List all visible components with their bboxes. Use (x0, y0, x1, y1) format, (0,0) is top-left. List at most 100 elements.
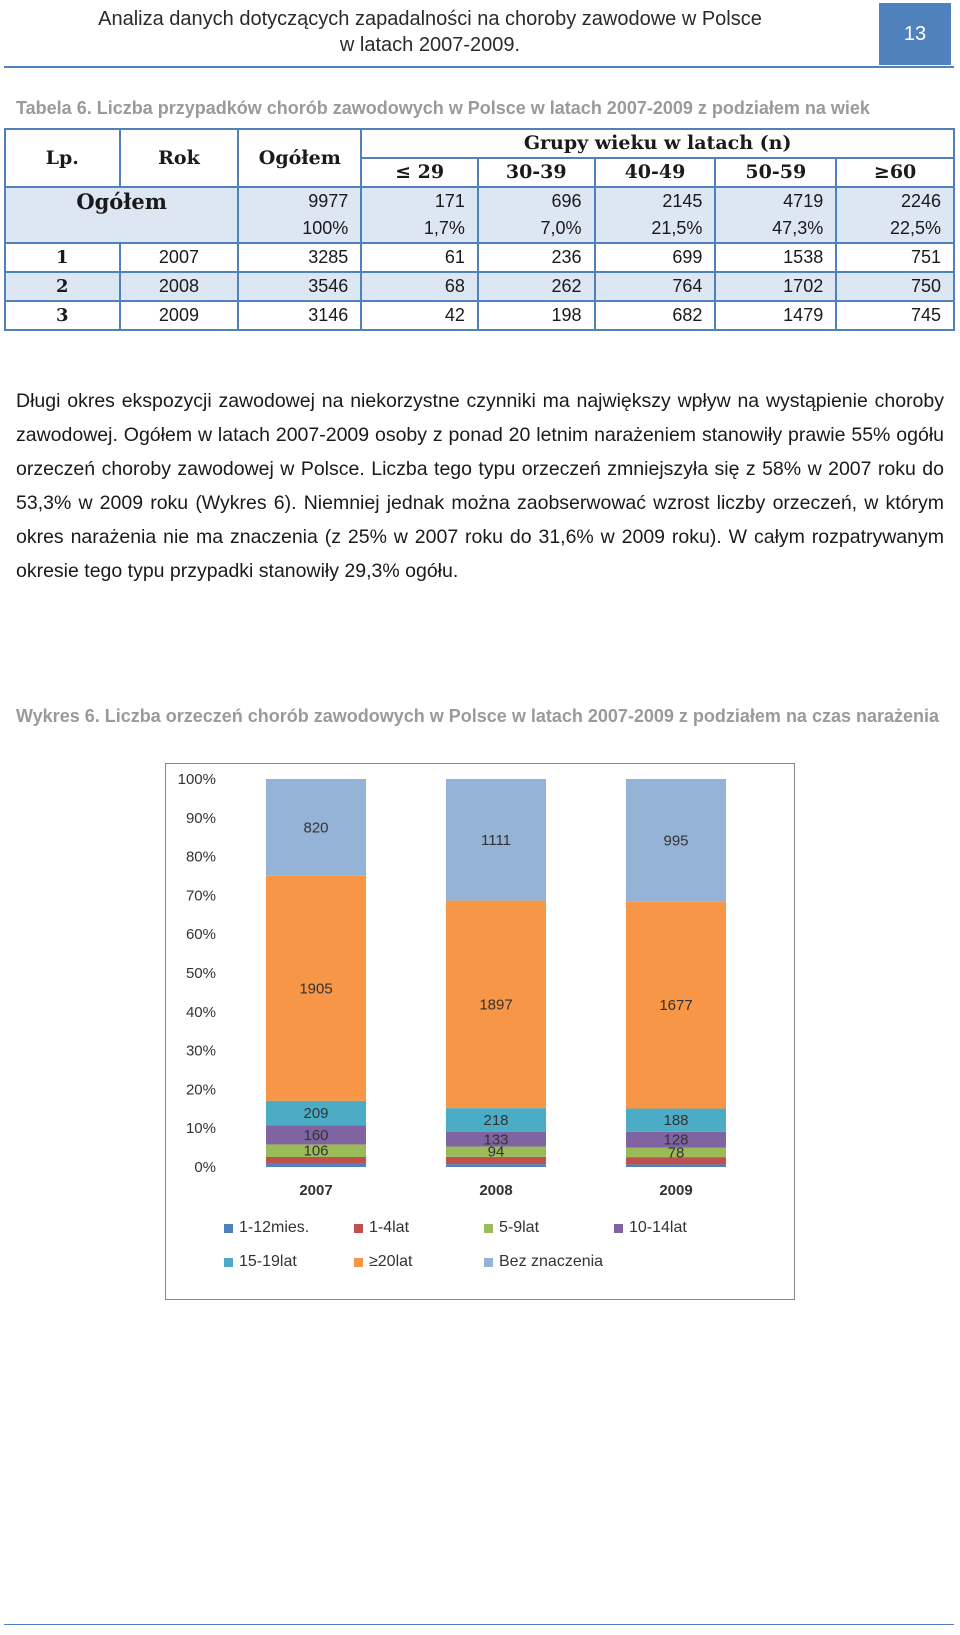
y-tick-label: 90% (186, 810, 216, 827)
cell-rok: 2007 (118, 242, 240, 273)
legend-item: 1-4lat (354, 1219, 409, 1237)
total-label: Ogółem (3, 186, 240, 244)
legend-label: ≥20lat (369, 1253, 413, 1270)
bar-segment (446, 1164, 546, 1167)
cell-value: 198 (476, 300, 596, 331)
legend-swatch (354, 1223, 363, 1233)
y-tick-label: 20% (186, 1081, 216, 1098)
bar-segment (446, 1156, 546, 1165)
cell-percent: 21,5% (651, 218, 703, 238)
cell-lp: 2 (4, 271, 121, 302)
cell-value: 2246 (900, 191, 941, 211)
y-tick-label: 80% (186, 849, 216, 866)
legend-swatch (224, 1257, 233, 1267)
total-group: 171 1,7% (360, 186, 479, 244)
data-label: 995 (663, 832, 688, 849)
data-label: 188 (663, 1112, 688, 1129)
cell-percent: 22,5% (889, 218, 941, 238)
table-row: 3 2009 3146 42 198 682 1479 745 (4, 300, 955, 331)
legend-item: 1-12mies. (224, 1219, 309, 1237)
cell-value: 171 (434, 191, 465, 211)
data-label: 1905 (299, 980, 332, 997)
cell-value: 764 (593, 271, 717, 302)
cell-value: 1479 (714, 300, 838, 331)
bar-segment (266, 1100, 366, 1126)
cell-ogolem: 3285 (237, 242, 363, 273)
cell-percent: 7,0% (540, 218, 582, 238)
data-label: 209 (303, 1105, 328, 1122)
total-group: 696 7,0% (476, 186, 596, 244)
chart-frame: 0% 10% 20% 30% 40% 50% 60% 70% 80% 90% 100% 106 160 2… (165, 763, 795, 1300)
bar-segment (266, 1144, 366, 1157)
col-header-ogolem: Ogółem (237, 128, 363, 188)
y-tick-label: 70% (186, 887, 216, 904)
bar-segment (266, 1125, 366, 1145)
bar-segment (626, 1157, 726, 1165)
cell-value: 61 (360, 242, 479, 273)
y-tick-label: 0% (194, 1159, 216, 1176)
cell-ogolem: 3146 (237, 300, 363, 331)
col-header-lp: Lp. (4, 128, 121, 188)
cell-percent: 1,7% (423, 218, 465, 238)
header-title-line1: Analiza danych dotyczących zapadalności … (98, 8, 762, 30)
data-label: 1897 (479, 996, 512, 1013)
bar-segment (266, 779, 366, 876)
body-paragraph: Długi okres ekspozycji zawodowej na niek… (16, 390, 944, 582)
x-tick-label: 2009 (659, 1182, 692, 1199)
cell-value: 2145 (662, 191, 703, 211)
header-title-line2: w latach 2007-2009. (339, 34, 521, 56)
col-header-group: 40-49 (593, 157, 717, 188)
bar-segment (266, 1156, 366, 1164)
header-divider (4, 66, 954, 68)
data-label: 94 (488, 1144, 505, 1161)
legend-swatch (224, 1223, 233, 1233)
cell-value: 262 (476, 271, 596, 302)
cell-value: 682 (593, 300, 717, 331)
y-tick-label: 30% (186, 1043, 216, 1060)
col-header-group: 30-39 (476, 157, 596, 188)
data-label: 820 (303, 819, 328, 836)
cell-value: 696 (551, 191, 582, 211)
col-header-group: 50-59 (714, 157, 838, 188)
legend-label: 1-12mies. (239, 1219, 310, 1236)
cell-value: 751 (835, 242, 955, 273)
cell-value: 699 (593, 242, 717, 273)
data-label: 106 (303, 1143, 328, 1160)
total-group: 2246 22,5% (835, 186, 955, 244)
data-label: 78 (668, 1144, 685, 1161)
age-group-table: Lp. Rok Ogółem Grupy wieku w latach (n) … (3, 128, 955, 331)
chart-caption: Wykres 6. Liczba orzeczeń chorób zawodow… (16, 706, 940, 726)
legend-swatch (484, 1257, 493, 1267)
cell-value: 236 (476, 242, 596, 273)
legend-label: 1-4lat (369, 1219, 410, 1236)
page-number: 13 (879, 3, 951, 65)
total-group: 4719 47,3% (714, 186, 838, 244)
total-group: 2145 21,5% (593, 186, 717, 244)
legend-swatch (354, 1257, 363, 1267)
legend-item: ≥20lat (354, 1253, 412, 1271)
cell-value: 1702 (714, 271, 838, 302)
bar-segment (266, 1163, 366, 1167)
bar-segment (626, 1164, 726, 1167)
cell-value: 745 (835, 300, 955, 331)
legend-item: 5-9lat (484, 1219, 539, 1237)
bar-segment (626, 901, 726, 1109)
bar-segment (626, 1147, 726, 1158)
data-label: 1111 (481, 832, 511, 849)
cell-percent: 47,3% (772, 218, 824, 238)
legend-label: Bez znaczenia (499, 1253, 604, 1270)
bar-segment (626, 1108, 726, 1132)
y-tick-label: 40% (186, 1004, 216, 1021)
legend-item: Bez znaczenia (484, 1253, 603, 1271)
col-header-group: ≥60 (835, 157, 955, 188)
data-label: 218 (483, 1112, 508, 1129)
col-header-group: ≤ 29 (360, 157, 479, 188)
col-header-rok: Rok (118, 128, 240, 188)
total-ogolem: 9977 100% (237, 186, 363, 244)
bar-segment (446, 1108, 546, 1132)
bar-segment (446, 1131, 546, 1147)
y-tick-label: 10% (186, 1120, 216, 1137)
cell-percent: 100% (302, 218, 349, 238)
cell-ogolem: 3546 (237, 271, 363, 302)
